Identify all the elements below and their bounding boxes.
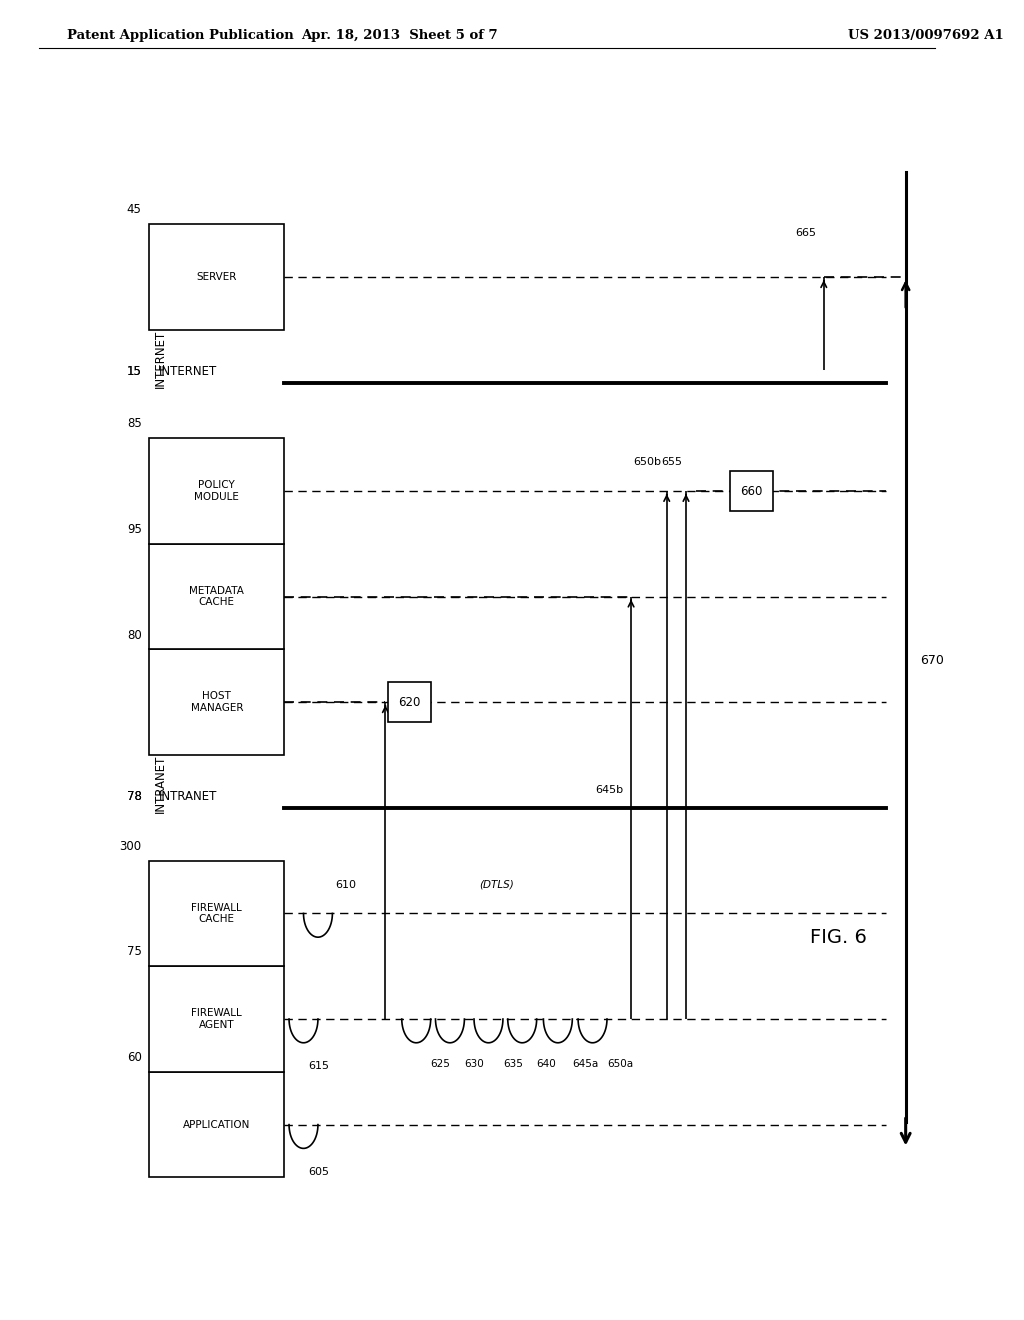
Text: US 2013/0097692 A1: US 2013/0097692 A1 xyxy=(848,29,1004,42)
Text: 605: 605 xyxy=(308,1167,330,1177)
Text: 625: 625 xyxy=(431,1059,451,1069)
Text: 95: 95 xyxy=(127,523,141,536)
Text: 45: 45 xyxy=(127,203,141,216)
Text: 85: 85 xyxy=(127,417,141,430)
Text: 655: 655 xyxy=(662,457,682,467)
Text: 60: 60 xyxy=(127,1051,141,1064)
Text: 15: 15 xyxy=(127,364,141,378)
Text: INTRANET: INTRANET xyxy=(155,755,167,813)
Bar xyxy=(150,861,285,966)
Bar xyxy=(150,224,285,330)
Text: 610: 610 xyxy=(335,879,356,890)
Text: INTRANET: INTRANET xyxy=(159,789,217,803)
Text: HOST
MANAGER: HOST MANAGER xyxy=(190,692,243,713)
Text: 660: 660 xyxy=(740,484,763,498)
Text: APPLICATION: APPLICATION xyxy=(183,1119,251,1130)
Bar xyxy=(150,1072,285,1177)
Text: 78: 78 xyxy=(127,789,141,803)
Text: 615: 615 xyxy=(308,1061,330,1072)
Text: 80: 80 xyxy=(127,628,141,642)
Text: INTERNET: INTERNET xyxy=(159,364,217,378)
Text: FIREWALL
CACHE: FIREWALL CACHE xyxy=(191,903,242,924)
Text: 75: 75 xyxy=(127,945,141,958)
Text: POLICY
MODULE: POLICY MODULE xyxy=(195,480,240,502)
Bar xyxy=(150,966,285,1072)
Bar xyxy=(150,544,285,649)
Text: 645a: 645a xyxy=(572,1059,599,1069)
Text: 78: 78 xyxy=(127,789,141,803)
Text: FIREWALL
AGENT: FIREWALL AGENT xyxy=(191,1008,242,1030)
Bar xyxy=(150,438,285,544)
Text: Apr. 18, 2013  Sheet 5 of 7: Apr. 18, 2013 Sheet 5 of 7 xyxy=(301,29,498,42)
Text: 650a: 650a xyxy=(607,1059,633,1069)
Text: FIG. 6: FIG. 6 xyxy=(810,928,866,946)
Text: 15: 15 xyxy=(127,364,141,378)
Text: 620: 620 xyxy=(398,696,421,709)
Text: 635: 635 xyxy=(503,1059,523,1069)
Text: 665: 665 xyxy=(795,227,816,238)
Text: INTERNET: INTERNET xyxy=(155,330,167,388)
Text: Patent Application Publication: Patent Application Publication xyxy=(68,29,294,42)
Text: (DTLS): (DTLS) xyxy=(479,879,514,890)
Text: SERVER: SERVER xyxy=(197,272,237,282)
Text: 650b: 650b xyxy=(633,457,660,467)
Text: 300: 300 xyxy=(120,840,141,853)
Text: 645b: 645b xyxy=(595,784,624,795)
Bar xyxy=(730,471,773,511)
Text: 640: 640 xyxy=(537,1059,556,1069)
Text: 670: 670 xyxy=(921,653,944,667)
Bar xyxy=(150,649,285,755)
Bar xyxy=(388,682,431,722)
Text: METADATA
CACHE: METADATA CACHE xyxy=(189,586,244,607)
Text: 630: 630 xyxy=(465,1059,484,1069)
